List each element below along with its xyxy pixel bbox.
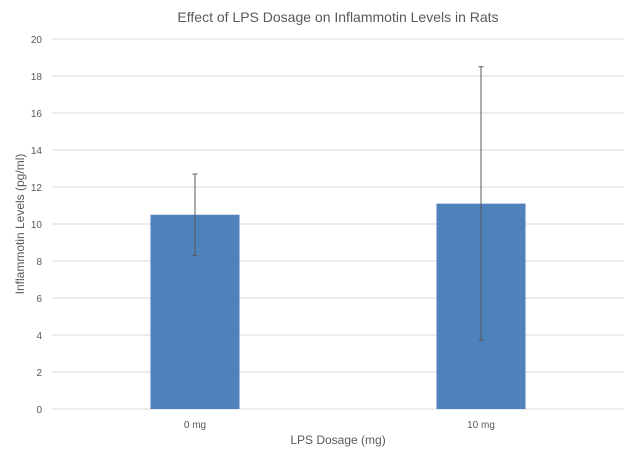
y-tick-label: 8: [36, 257, 42, 268]
chart-title: Effect of LPS Dosage on Inflammotin Leve…: [177, 9, 498, 25]
y-tick-label: 14: [31, 146, 43, 157]
x-tick-label: 10 mg: [467, 420, 495, 431]
y-tick-label: 4: [36, 331, 42, 342]
y-tick-label: 18: [31, 72, 43, 83]
y-tick-label: 2: [36, 368, 42, 379]
x-axis-label: LPS Dosage (mg): [290, 433, 385, 447]
y-tick-label: 10: [31, 220, 43, 231]
y-axis-label: Inflammotin Levels (pg/ml): [13, 154, 27, 295]
y-tick-label: 0: [36, 405, 42, 416]
x-tick-label: 0 mg: [184, 420, 206, 431]
y-tick-label: 16: [31, 109, 43, 120]
y-tick-label: 6: [36, 294, 42, 305]
y-tick-label: 20: [31, 35, 43, 46]
y-tick-label: 12: [31, 183, 43, 194]
